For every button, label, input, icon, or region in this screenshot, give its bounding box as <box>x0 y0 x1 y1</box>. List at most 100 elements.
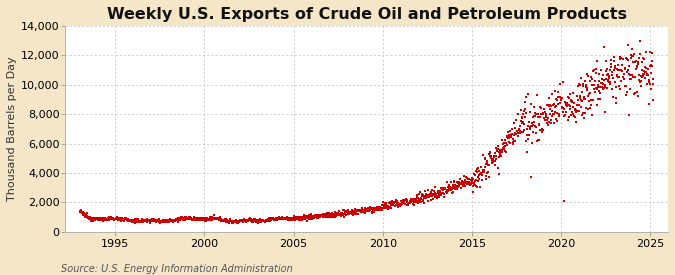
Point <box>349 210 360 215</box>
Point <box>427 188 437 192</box>
Point <box>463 180 474 184</box>
Point <box>286 217 296 222</box>
Point <box>165 219 176 224</box>
Point <box>209 217 219 221</box>
Point <box>389 204 400 208</box>
Point <box>439 187 450 191</box>
Point <box>123 217 134 222</box>
Y-axis label: Thousand Barrels per Day: Thousand Barrels per Day <box>7 57 17 201</box>
Point <box>487 157 497 162</box>
Point <box>187 217 198 222</box>
Point <box>329 212 340 216</box>
Point <box>80 214 90 219</box>
Point <box>193 218 204 222</box>
Point <box>167 220 178 225</box>
Point <box>513 112 524 117</box>
Point <box>577 111 588 116</box>
Point <box>324 214 335 219</box>
Point <box>429 195 440 199</box>
Point <box>398 200 408 204</box>
Point <box>234 219 244 224</box>
Point <box>117 217 128 221</box>
Point <box>109 217 120 222</box>
Point <box>244 218 254 222</box>
Point <box>450 185 460 189</box>
Point <box>176 215 187 220</box>
Point <box>537 130 547 134</box>
Point <box>249 219 260 223</box>
Point <box>208 216 219 221</box>
Point <box>502 130 513 134</box>
Point <box>400 197 411 201</box>
Point <box>149 218 160 223</box>
Point <box>461 176 472 180</box>
Point <box>276 215 287 220</box>
Point <box>495 148 506 152</box>
Point <box>258 218 269 222</box>
Point <box>492 148 503 153</box>
Point <box>428 197 439 201</box>
Point <box>84 217 95 221</box>
Point <box>269 217 279 222</box>
Point <box>157 219 167 223</box>
Point <box>451 184 462 188</box>
Point <box>105 216 115 220</box>
Point <box>429 193 439 197</box>
Point <box>367 205 378 210</box>
Point <box>305 216 316 221</box>
Point <box>405 200 416 205</box>
Point <box>293 216 304 220</box>
Point <box>155 218 166 223</box>
Point <box>334 212 345 217</box>
Point <box>154 217 165 222</box>
Point <box>242 218 252 222</box>
Point <box>171 217 182 222</box>
Point <box>518 128 529 133</box>
Point <box>475 185 486 189</box>
Point <box>238 218 248 223</box>
Point <box>143 218 154 222</box>
Point <box>211 217 221 221</box>
Point <box>618 56 628 61</box>
Point <box>493 147 504 151</box>
Point <box>481 159 492 163</box>
Point <box>514 128 524 132</box>
Point <box>356 208 367 213</box>
Point <box>298 214 309 218</box>
Point <box>583 74 593 78</box>
Point <box>276 217 287 221</box>
Point <box>580 97 591 101</box>
Point <box>532 93 543 98</box>
Point <box>452 185 463 189</box>
Point <box>300 215 311 220</box>
Point <box>330 215 341 219</box>
Point <box>279 216 290 220</box>
Point <box>593 96 603 101</box>
Point <box>479 168 489 173</box>
Point <box>252 218 263 222</box>
Point <box>364 207 375 211</box>
Point <box>307 214 318 219</box>
Point <box>489 155 500 160</box>
Point <box>364 209 375 213</box>
Point <box>637 68 647 73</box>
Point <box>79 211 90 215</box>
Point <box>269 216 280 221</box>
Point <box>589 90 600 94</box>
Point <box>222 219 233 223</box>
Point <box>259 218 269 223</box>
Point <box>126 219 137 223</box>
Point <box>455 186 466 190</box>
Point <box>448 185 458 189</box>
Point <box>319 213 329 217</box>
Point <box>523 124 534 128</box>
Point <box>469 172 480 176</box>
Point <box>406 200 416 205</box>
Point <box>622 58 633 62</box>
Point <box>251 218 262 222</box>
Point <box>182 216 192 220</box>
Point <box>509 139 520 144</box>
Point <box>615 55 626 60</box>
Point <box>286 218 297 222</box>
Point <box>498 145 509 149</box>
